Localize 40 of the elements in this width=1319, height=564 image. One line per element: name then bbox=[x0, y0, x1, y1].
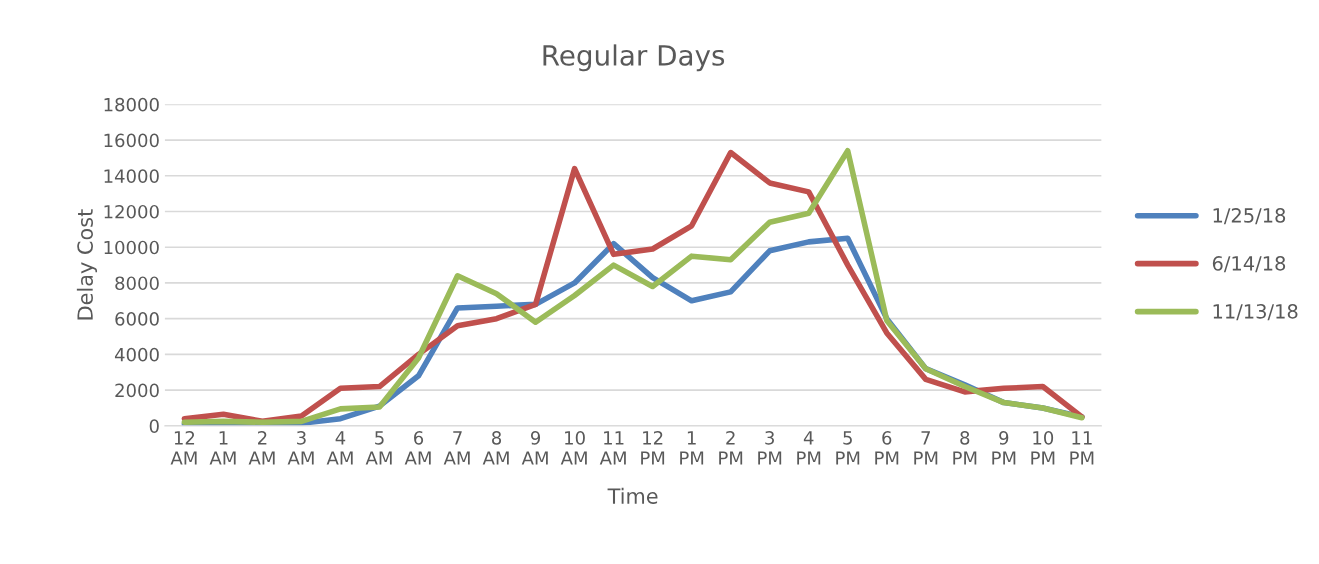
y-tick-label: 6000 bbox=[115, 312, 159, 326]
x-tick-label: 3 PM bbox=[758, 431, 782, 465]
y-tick-label: 12000 bbox=[104, 204, 159, 219]
x-tick-label: 10 PM bbox=[1031, 431, 1055, 465]
y-tick-label: 0 bbox=[149, 419, 159, 433]
x-tick-label: 6 PM bbox=[875, 431, 899, 465]
y-tick-label: 18000 bbox=[104, 97, 159, 112]
y-tick-label: 8000 bbox=[115, 276, 159, 291]
legend-label: 6/14/18 bbox=[1212, 256, 1286, 273]
x-tick-label: 12 AM bbox=[170, 431, 197, 465]
x-tick-label: 4 PM bbox=[797, 431, 821, 465]
x-tick-label: 7 AM bbox=[443, 431, 470, 465]
x-tick-label: 1 AM bbox=[209, 431, 236, 465]
y-tick-label: 4000 bbox=[114, 347, 159, 362]
x-tick-label: 2 AM bbox=[248, 431, 275, 465]
y-tick-label: 16000 bbox=[104, 133, 159, 148]
x-tick-label: 7 PM bbox=[914, 431, 938, 465]
y-tick-label: 14000 bbox=[104, 169, 159, 183]
x-tick-label: 5 PM bbox=[836, 431, 860, 465]
x-tick-label: 5 AM bbox=[365, 431, 392, 465]
x-tick-label: 11 AM bbox=[599, 431, 626, 465]
legend-label: 11/13/18 bbox=[1213, 304, 1298, 321]
x-tick-label: 11 PM bbox=[1070, 431, 1094, 465]
y-tick-label: 2000 bbox=[115, 383, 159, 398]
x-tick-label: 9 AM bbox=[521, 431, 548, 465]
x-tick-label: 3 AM bbox=[287, 431, 314, 465]
legend-label: 1/25/18 bbox=[1213, 208, 1286, 225]
x-tick-label: 8 PM bbox=[953, 431, 977, 465]
x-tick-label: 9 PM bbox=[992, 431, 1016, 465]
x-tick-label: 10 AM bbox=[560, 431, 587, 465]
y-tick-label: 10000 bbox=[104, 240, 159, 255]
x-tick-label: 6 AM bbox=[404, 431, 431, 465]
x-tick-label: 12 PM bbox=[641, 431, 665, 465]
y-axis-title: Delay Cost bbox=[76, 209, 98, 320]
x-tick-label: 4 AM bbox=[326, 431, 353, 465]
x-tick-label: 8 AM bbox=[482, 431, 509, 465]
x-tick-label: 2 PM bbox=[719, 431, 743, 465]
x-axis-title: Time bbox=[607, 487, 658, 504]
x-tick-label: 1 PM bbox=[680, 431, 704, 465]
chart-title: Regular Days bbox=[543, 44, 725, 72]
